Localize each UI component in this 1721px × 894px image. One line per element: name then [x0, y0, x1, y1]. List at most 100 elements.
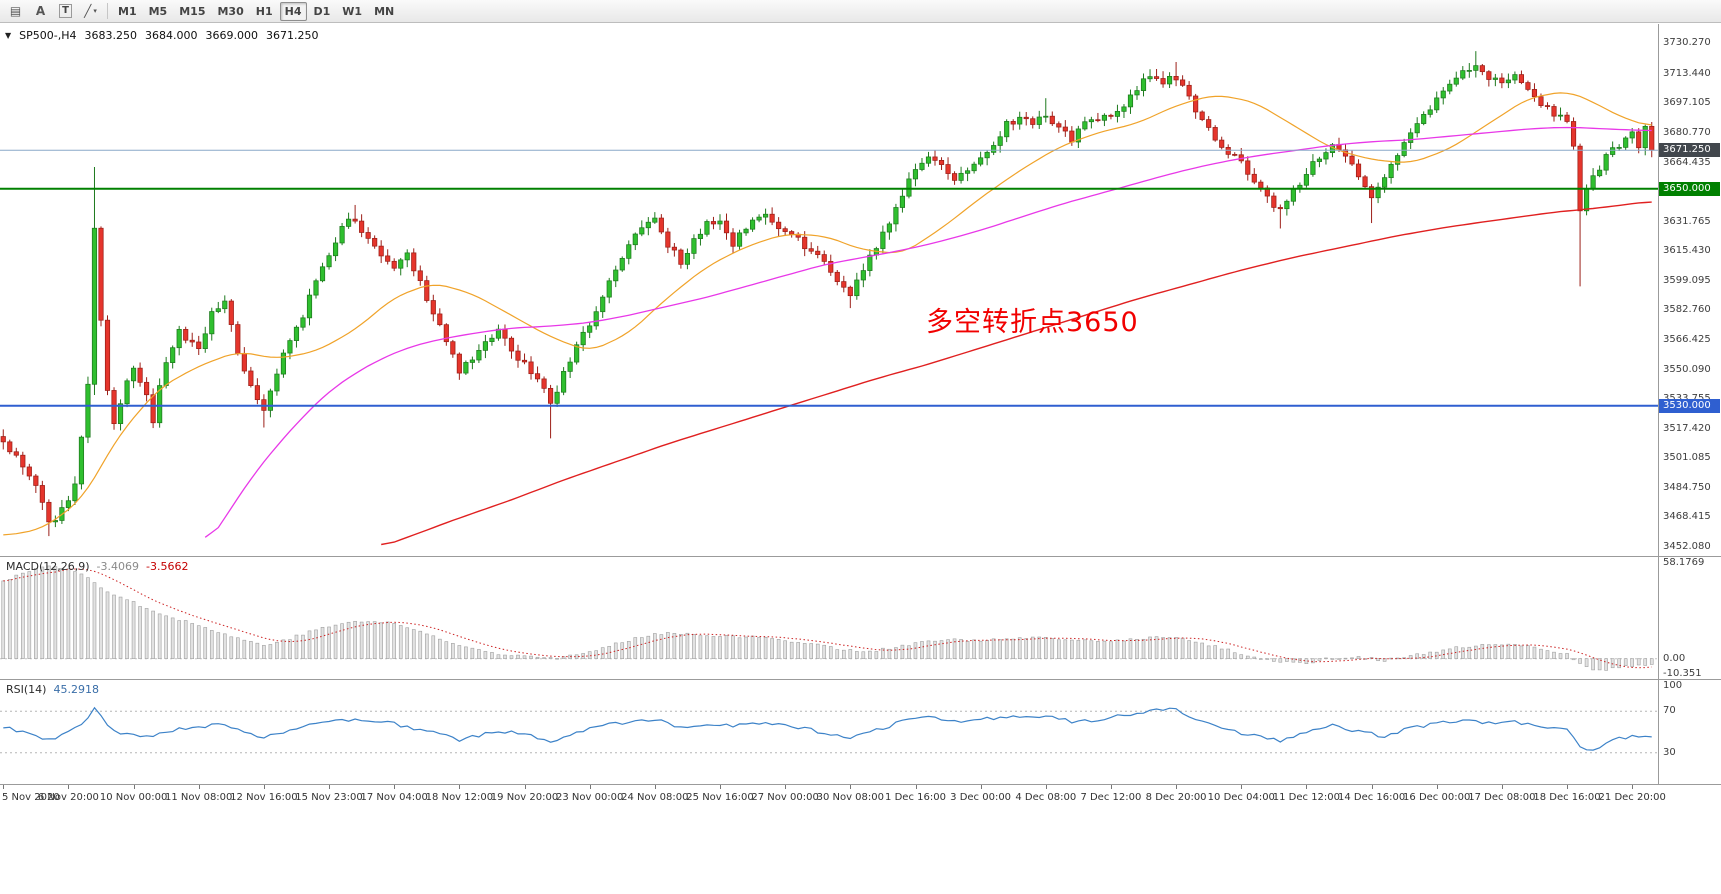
time-axis-label: 21 Dec 20:00 — [1598, 792, 1666, 803]
rsi-axis-label: 70 — [1663, 705, 1676, 717]
time-axis-tick — [654, 785, 656, 789]
text-box-icon[interactable]: T — [54, 2, 77, 21]
macd-panel[interactable]: MACD(12,26,9) -3.4069 -3.5662 58.1769 0.0… — [0, 557, 1721, 679]
time-axis-label: 18 Nov 12:00 — [425, 792, 494, 803]
mid-ma-magenta — [204, 126, 1652, 538]
time-axis-tick — [263, 785, 265, 789]
toolbar: ▤ A T ╱ ▾ M1 M5 M15 M30 H1 H4 D1 W1 MN — [0, 0, 1721, 23]
time-axis-tick — [1436, 785, 1438, 789]
timeframe-toolbar: M1 M5 M15 M30 H1 H4 D1 W1 MN — [113, 1, 399, 21]
timeframe-button-H4[interactable]: H4 — [279, 1, 307, 21]
time-axis-tick — [1110, 785, 1112, 789]
rsi-line — [3, 706, 1652, 751]
time-axis-tick — [394, 785, 396, 789]
rsi-axis: 100 70 30 — [1658, 680, 1721, 784]
symbol-name: SP500-,H4 — [19, 29, 77, 42]
text-annotation-icon[interactable]: A — [29, 2, 52, 21]
time-axis-label: 12 Nov 16:00 — [230, 792, 298, 803]
candles — [0, 51, 1655, 537]
timeframe-button-H1[interactable]: H1 — [255, 4, 273, 18]
main-chart-region[interactable]: ▼ SP500-,H4 3683.250 3684.000 3669.000 3… — [0, 24, 1721, 556]
rsi-axis-label: 30 — [1663, 746, 1676, 758]
level-badge-3530: 3530.000 — [1659, 398, 1720, 413]
time-axis-tick — [785, 785, 787, 789]
macd-axis-label: -10.351 — [1663, 668, 1702, 679]
time-axis-tick — [1371, 785, 1373, 789]
symbol-ohlc-line: ▼ SP500-,H4 3683.250 3684.000 3669.000 3… — [5, 29, 319, 42]
macd-label: MACD(12,26,9) -3.4069 -3.5662 — [6, 560, 188, 573]
price-axis-border — [1658, 24, 1659, 785]
rsi-panel[interactable]: RSI(14) 45.2918 100 70 30 — [0, 680, 1721, 784]
price-axis-label: 3501.085 — [1663, 452, 1711, 464]
time-axis[interactable]: 5 Nov 2020 6 Nov 20:00 10 Nov 00:00 11 Nov … — [0, 785, 1721, 809]
time-axis-label: 10 Nov 00:00 — [99, 792, 168, 803]
time-axis-label: 11 Nov 08:00 — [164, 792, 233, 803]
time-axis-tick — [980, 785, 982, 789]
timeframe-button-MN[interactable]: MN — [374, 4, 395, 18]
time-axis-label: 5 Nov 2020 — [2, 792, 60, 803]
price-axis-label: 3452.080 — [1663, 540, 1711, 552]
fast-ma-orange — [3, 92, 1652, 536]
price-axis-label: 3517.420 — [1663, 422, 1711, 434]
time-axis-tick — [329, 785, 330, 789]
time-axis-label: 16 Dec 00:00 — [1403, 792, 1471, 803]
time-axis-label: 30 Nov 08:00 — [816, 792, 885, 803]
chart-list-icon[interactable]: ▤ — [4, 2, 27, 21]
price-axis-label: 3582.760 — [1663, 304, 1711, 316]
ohlc-open: 3683.250 — [84, 29, 138, 42]
chart-collapse-icon[interactable]: ▼ — [5, 31, 12, 40]
macd-name: MACD(12,26,9) — [6, 560, 90, 573]
rsi-chart-svg — [0, 706, 1658, 754]
price-axis-label: 3664.435 — [1663, 156, 1711, 168]
rsi-axis-label: 100 — [1663, 680, 1683, 691]
timeframe-button-M30[interactable]: M30 — [217, 4, 244, 18]
price-axis-label: 3631.765 — [1663, 215, 1711, 227]
time-axis-tick — [850, 785, 852, 789]
price-axis-label: 3615.430 — [1663, 245, 1711, 257]
rsi-label: RSI(14) 45.2918 — [6, 683, 99, 696]
time-axis-label: 23 Nov 00:00 — [555, 792, 624, 803]
time-axis-label: 3 Dec 00:00 — [950, 792, 1012, 803]
time-axis-tick — [1241, 785, 1243, 789]
time-axis-label: 11 Dec 12:00 — [1272, 792, 1341, 803]
price-axis[interactable]: 3730.270 3713.440 3697.105 3680.770 3664.435… — [1658, 24, 1721, 556]
panel-separator[interactable] — [0, 556, 1721, 557]
drawing-tools-dropdown-icon[interactable]: ╱ ▾ — [79, 2, 102, 21]
time-axis-tick — [915, 785, 917, 789]
time-axis-tick — [3, 785, 5, 789]
timeframe-button-M1[interactable]: M1 — [118, 4, 137, 18]
time-axis-tick — [524, 785, 526, 789]
ohlc-close: 3671.250 — [266, 29, 319, 42]
time-axis-tick — [1632, 785, 1634, 789]
chart-annotation-text: 多空转折点3650 — [926, 307, 1139, 338]
time-axis-label: 1 Dec 16:00 — [885, 792, 946, 803]
time-axis-tick — [1501, 785, 1503, 789]
time-axis-tick — [1045, 785, 1047, 789]
time-axis-tick — [1306, 785, 1308, 789]
ohlc-high: 3684.000 — [145, 29, 198, 42]
macd-axis-label: 58.1769 — [1663, 557, 1705, 568]
time-axis-tick — [720, 785, 721, 789]
timeframe-button-W1[interactable]: W1 — [342, 4, 363, 18]
price-axis-label: 3599.095 — [1663, 274, 1711, 286]
time-axis-label: 7 Dec 12:00 — [1080, 792, 1142, 803]
time-axis-label: 6 Nov 20:00 — [37, 792, 99, 803]
panel-separator[interactable] — [0, 679, 1721, 680]
timeframe-button-D1[interactable]: D1 — [313, 4, 331, 18]
time-axis-label: 25 Nov 16:00 — [686, 792, 754, 803]
price-axis-label: 3730.270 — [1663, 37, 1711, 49]
candlestick-chart-svg — [0, 51, 1658, 546]
time-axis-label: 15 Nov 23:00 — [295, 792, 363, 803]
time-axis-label: 24 Nov 08:00 — [621, 792, 689, 803]
level-badge-3650: 3650.000 — [1659, 181, 1720, 196]
toolbar-icon-group: ▤ A T ╱ ▾ — [4, 2, 102, 21]
price-axis-label: 3533.755 — [1663, 393, 1711, 405]
chart-list-icon: ▤ — [9, 4, 22, 18]
ohlc-low: 3669.000 — [205, 29, 259, 42]
macd-signal-value: -3.5662 — [146, 560, 189, 573]
macd-axis: 58.1769 0.00 -10.351 — [1658, 557, 1721, 679]
timeframe-button-M5[interactable]: M5 — [148, 4, 168, 18]
drawing-tools-dropdown-icon: ╱ — [84, 4, 92, 18]
timeframe-button-M15[interactable]: M15 — [179, 4, 206, 18]
